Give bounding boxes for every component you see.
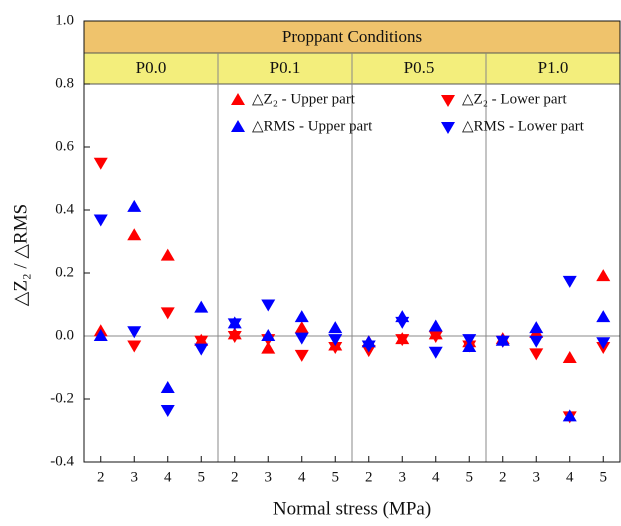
y-tick-label: 0.6 (55, 138, 74, 154)
y-tick-label: 0.0 (55, 327, 74, 343)
marker (596, 310, 611, 323)
marker (127, 326, 142, 339)
legend-marker (231, 93, 245, 105)
y-axis-label: △Z₂ / △RMS (10, 204, 31, 306)
marker (361, 340, 376, 353)
marker (428, 346, 443, 359)
marker (562, 351, 577, 364)
x-tick-label: 2 (97, 469, 105, 485)
x-tick-label: 4 (164, 469, 172, 485)
group-label: P0.5 (404, 58, 435, 77)
marker (160, 307, 175, 320)
marker (395, 334, 410, 347)
legend-label: △RMS - Upper part (252, 118, 373, 134)
marker (227, 318, 242, 331)
marker (93, 329, 108, 341)
y-tick-label: -0.4 (50, 453, 74, 469)
marker (562, 275, 577, 288)
marker (562, 409, 577, 422)
marker (294, 321, 309, 334)
marker (127, 340, 142, 353)
x-tick-label: 3 (399, 469, 407, 485)
marker (294, 310, 309, 323)
group-label: P0.0 (136, 58, 167, 77)
x-tick-label: 2 (365, 469, 373, 485)
x-tick-label: 4 (432, 469, 440, 485)
x-tick-label: 3 (131, 469, 139, 485)
marker (261, 299, 276, 312)
marker (529, 321, 544, 334)
legend-marker (441, 122, 455, 134)
y-tick-label: -0.2 (50, 390, 74, 406)
marker (529, 348, 544, 361)
header-title: Proppant Conditions (282, 27, 422, 46)
group-label: P1.0 (538, 58, 569, 77)
x-tick-label: 5 (466, 469, 474, 485)
marker (294, 349, 309, 362)
marker (194, 335, 209, 348)
y-tick-label: 0.4 (55, 201, 74, 217)
marker (596, 269, 611, 282)
x-axis-label: Normal stress (MPa) (273, 498, 431, 519)
marker (160, 380, 175, 393)
marker (294, 332, 309, 345)
marker (127, 199, 142, 212)
x-tick-label: 5 (198, 469, 206, 485)
marker (93, 214, 108, 227)
marker (328, 334, 343, 347)
header-band (83, 20, 621, 54)
marker (227, 331, 242, 343)
marker (93, 157, 108, 170)
marker (395, 316, 410, 329)
legend-label: △Z₂ - Upper part (252, 91, 356, 107)
marker (529, 335, 544, 348)
x-tick-label: 5 (332, 469, 340, 485)
marker (127, 228, 142, 241)
x-tick-label: 4 (566, 469, 574, 485)
legend-label: △Z₂ - Lower part (462, 91, 567, 107)
x-tick-label: 2 (231, 469, 239, 485)
x-tick-label: 4 (298, 469, 306, 485)
marker (261, 329, 276, 341)
y-tick-label: 0.8 (55, 75, 74, 91)
marker (194, 300, 209, 313)
marker (428, 331, 443, 343)
x-tick-label: 3 (533, 469, 541, 485)
marker (328, 321, 343, 334)
marker (261, 341, 276, 354)
x-tick-label: 2 (499, 469, 507, 485)
marker (160, 248, 175, 261)
marker (160, 405, 175, 418)
legend-marker (231, 120, 245, 132)
plot-frame (83, 20, 621, 463)
marker (596, 337, 611, 350)
marker (428, 319, 443, 332)
marker (462, 334, 477, 347)
marker (495, 335, 510, 348)
x-tick-label: 3 (265, 469, 273, 485)
marker (328, 342, 343, 355)
legend-marker (441, 95, 455, 107)
marker (194, 343, 209, 356)
y-tick-label: 0.2 (55, 264, 74, 280)
legend-label: △RMS - Lower part (462, 118, 585, 134)
x-tick-label: 5 (600, 469, 608, 485)
y-tick-label: 1.0 (55, 12, 74, 28)
group-label: P0.1 (270, 58, 301, 77)
